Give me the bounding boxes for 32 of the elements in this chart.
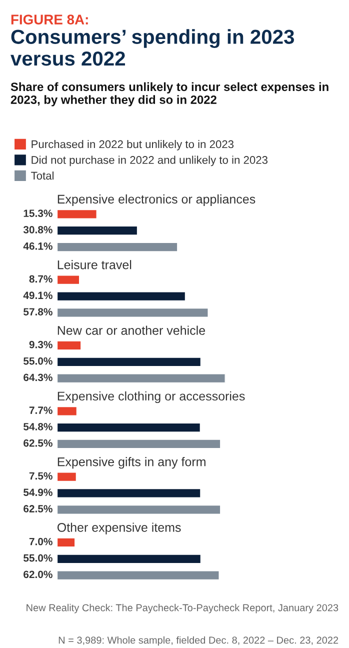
text: New Reality Check: The Paycheck-To-Paycheck Report, January 2023: [26, 604, 338, 614]
data-label: 7.7%: [29, 406, 52, 414]
data-label: 55.0%: [24, 554, 52, 562]
y-tick-label: Expensive gifts in any form: [58, 457, 206, 469]
data-label: 54.8%: [24, 422, 52, 430]
data-label: 49.1%: [23, 292, 52, 300]
data-label: 30.8%: [23, 226, 52, 234]
text: Share of consumers unlikely to incur select expenses in 2023, by whether they did so in 2022: [10, 82, 328, 106]
data-label: 7.0%: [29, 538, 52, 546]
data-label: 15.3%: [24, 210, 52, 217]
y-tick-label: Expensive clothing or accessories: [58, 391, 245, 404]
chart-subtitle: Consumers’ spending in 2023 versus 2022: [10, 29, 294, 66]
legend-label: Purchased in 2022 but unlikely to in 2023: [32, 140, 234, 150]
data-label: 8.7%: [29, 275, 52, 283]
chart-title: FIGURE 8A:: [11, 14, 88, 24]
text: N = 3,989: Whole sample, fielded Dec. 8, 2022 – Dec. 23, 2022: [58, 636, 338, 646]
legend-label: Did not purchase in 2022 and unlikely to in 2023: [32, 156, 268, 166]
y-tick-label: Expensive electronics or appliances: [58, 194, 256, 206]
data-label: 9.3%: [29, 340, 52, 348]
data-label: 46.1%: [23, 242, 52, 250]
y-tick-label: Leisure travel: [58, 260, 132, 270]
data-label: 64.3%: [24, 374, 52, 382]
data-label: 62.5%: [24, 439, 52, 447]
data-label: 54.9%: [24, 488, 52, 496]
y-tick-label: Other expensive items: [57, 522, 181, 534]
data-label: 7.5%: [29, 472, 52, 480]
data-label: 62.5%: [24, 505, 52, 512]
legend-label: Total: [31, 171, 54, 180]
data-label: 62.0%: [24, 570, 52, 578]
y-tick-label: New car or another vehicle: [58, 326, 206, 335]
data-label: 57.8%: [24, 308, 52, 316]
data-label: 55.0%: [24, 357, 52, 365]
